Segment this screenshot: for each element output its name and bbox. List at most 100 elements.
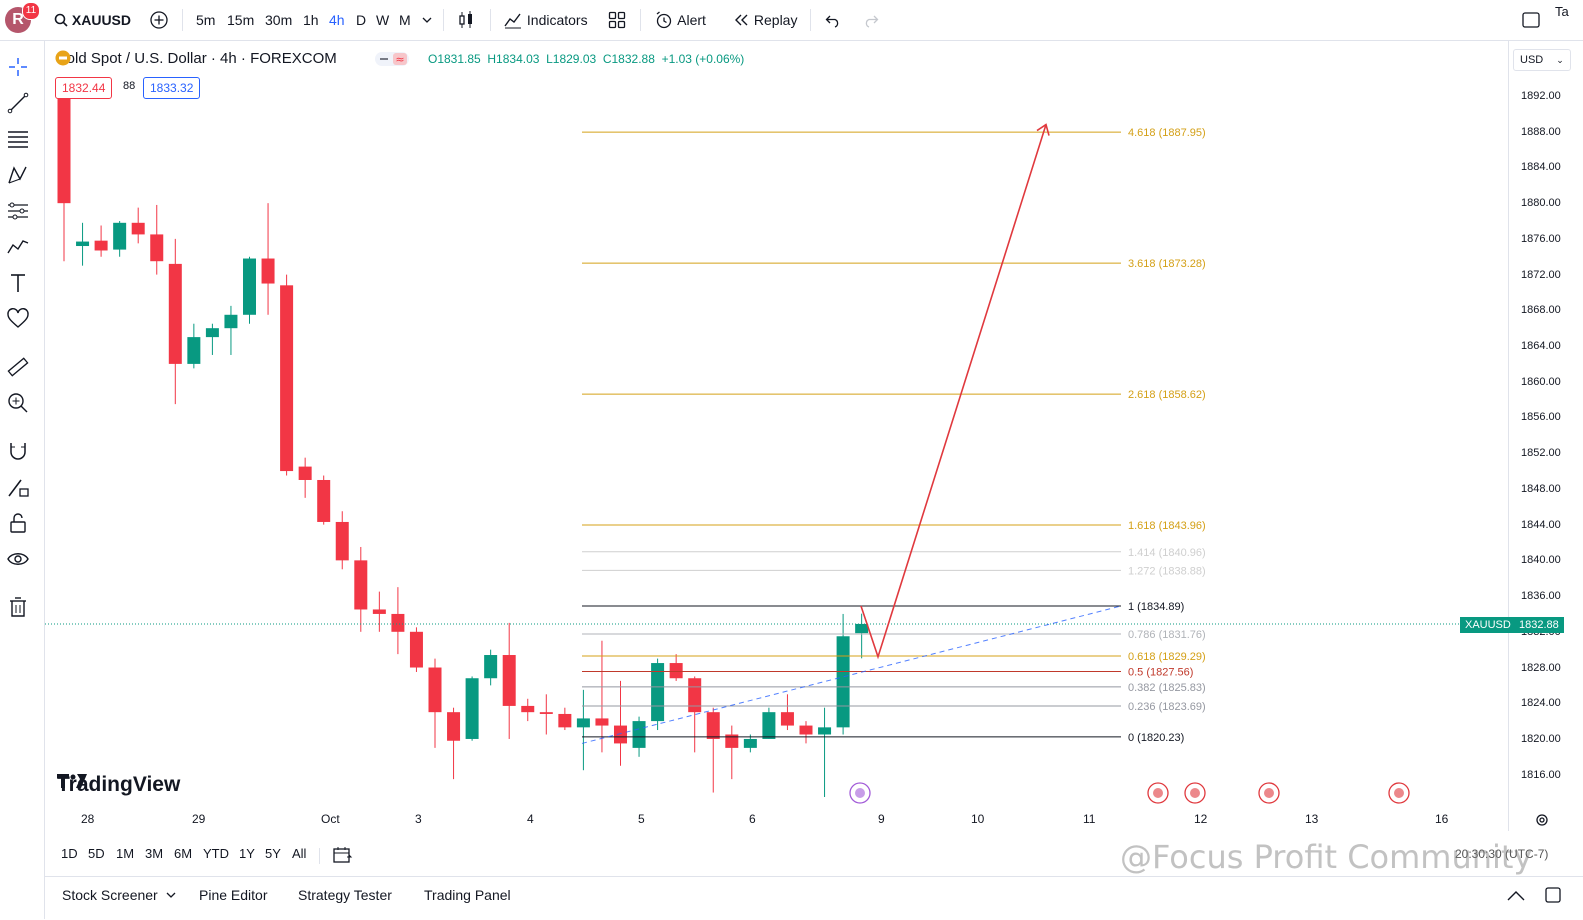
range-5Y[interactable]: 5Y [265, 846, 281, 861]
plus-circle-icon [150, 11, 168, 29]
redo-button[interactable] [863, 0, 879, 40]
tradingview-logo: TradingView [57, 773, 180, 797]
forecast-tool[interactable] [6, 199, 30, 223]
range-3M[interactable]: 3M [145, 846, 164, 861]
chart-canvas[interactable]: 4.618 (1887.95) 3.618 (1873.28) 2.618 (185… [45, 41, 1507, 831]
clock-time[interactable]: 20:30:30 (UTC-7) [1455, 847, 1549, 861]
indicators-button[interactable]: Indicators [503, 0, 588, 40]
interval-dropdown[interactable] [422, 0, 432, 40]
candle-body [187, 337, 201, 364]
range-1M[interactable]: 1M [116, 846, 135, 861]
pattern-tool[interactable] [6, 163, 30, 187]
tab-pine-editor[interactable]: Pine Editor [199, 887, 268, 903]
maximize-icon [1545, 887, 1561, 903]
candle-body [113, 222, 127, 250]
interval-15m[interactable]: 15m [227, 12, 255, 28]
wave-icon [7, 240, 29, 254]
crosshair-tool[interactable] [6, 55, 30, 79]
chart-pane[interactable]: 4.618 (1887.95) 3.618 (1873.28) 2.618 (185… [45, 41, 1507, 831]
candle-body [595, 718, 609, 726]
measure-tool[interactable] [6, 355, 30, 379]
price-tick: 1824.00 [1521, 697, 1561, 710]
interval-1h[interactable]: 1h [303, 12, 319, 28]
fib-level-label: 1 (1834.89) [1128, 601, 1184, 613]
candle-body [335, 521, 349, 561]
time-axis[interactable]: 28 29 Oct 3 4 5 6 9 10 11 12 13 16 [45, 808, 1507, 834]
range-1D[interactable]: 1D [61, 846, 78, 861]
logo-text: TradingView [57, 773, 181, 796]
interval-4h[interactable]: 4h [329, 12, 345, 28]
event-marker-dot [1264, 788, 1274, 798]
interval-W[interactable]: W [376, 12, 390, 28]
text-tool[interactable] [6, 271, 30, 295]
price-tick: 1844.00 [1521, 518, 1561, 531]
tab-stock-screener[interactable]: Stock Screener [62, 887, 176, 903]
price-tick: 1880.00 [1521, 197, 1561, 210]
candle-body [391, 613, 405, 632]
tab-trading-panel[interactable]: Trading Panel [424, 887, 511, 903]
interval-30m[interactable]: 30m [265, 12, 293, 28]
search-icon [54, 13, 68, 27]
undo-button[interactable] [825, 0, 841, 40]
goto-date-button[interactable] [333, 846, 353, 867]
right-cut-label[interactable]: Ta [1555, 4, 1569, 19]
pencil-lock-icon [8, 479, 29, 497]
draw-mode-tool[interactable] [6, 475, 30, 499]
symbol-search-button[interactable]: XAUUSD [54, 0, 131, 40]
candle-body [688, 678, 702, 713]
collapse-panel-button[interactable] [1507, 889, 1525, 905]
range-1Y[interactable]: 1Y [239, 846, 255, 861]
tab-strategy-tester[interactable]: Strategy Tester [298, 887, 392, 903]
lock-tool[interactable] [6, 511, 30, 535]
range-All[interactable]: All [292, 846, 307, 861]
fib-trend-line [581, 605, 1122, 744]
range-6M[interactable]: 6M [174, 846, 193, 861]
interval-5m[interactable]: 5m [196, 12, 216, 28]
candle-body [150, 234, 164, 262]
range-YTD[interactable]: YTD [203, 846, 229, 861]
interval-M[interactable]: M [399, 12, 411, 28]
candle-body [280, 285, 294, 472]
candle-body [131, 222, 145, 235]
brush-tool[interactable] [6, 235, 30, 259]
candle-body [706, 712, 720, 739]
avatar-letter: R [12, 11, 24, 28]
axis-settings-button[interactable] [1535, 813, 1549, 832]
trash-icon [10, 597, 26, 617]
square-icon [1522, 12, 1540, 28]
change-value: +1.03 (+0.06%) [661, 52, 745, 66]
time-tick: 10 [971, 812, 985, 826]
layouts-button[interactable] [608, 0, 626, 40]
hide-tool[interactable] [6, 547, 30, 571]
chart-type-button[interactable] [456, 0, 476, 40]
fullscreen-button[interactable] [1521, 0, 1541, 40]
candle-body [521, 705, 535, 713]
replay-button[interactable]: Replay [732, 0, 797, 40]
alert-button[interactable]: Alert [654, 0, 706, 40]
trendline-tool[interactable] [6, 91, 30, 115]
buy-price-button[interactable]: 1833.32 [143, 77, 201, 99]
currency-select[interactable]: USD ⌄ [1513, 49, 1571, 71]
dash-wave-icon: ≈ [380, 53, 407, 66]
range-5D[interactable]: 5D [88, 846, 105, 861]
symbol-legend[interactable]: Gold Spot / U.S. Dollar · 4h · FOREXCOM [55, 50, 337, 67]
candle-body [317, 479, 331, 522]
session-toggle[interactable]: ≈ [375, 52, 409, 66]
magnet-icon [10, 443, 26, 460]
delete-tool[interactable] [6, 595, 30, 619]
currency-label: USD [1520, 54, 1544, 66]
favorites-tool[interactable] [6, 307, 30, 331]
fib-tool[interactable] [6, 127, 30, 151]
candle-body [484, 655, 498, 679]
candle-body [855, 623, 869, 634]
maximize-panel-button[interactable] [1545, 887, 1561, 906]
interval-D[interactable]: D [356, 12, 367, 28]
sell-price-button[interactable]: 1832.44 [55, 77, 113, 99]
zoom-tool[interactable] [6, 391, 30, 415]
price-scale[interactable]: USD ⌄ 1892.00 1888.00 1884.00 1880.00 1876.0… [1508, 41, 1583, 831]
magnet-tool[interactable] [6, 439, 30, 463]
price-tick: 1820.00 [1521, 732, 1561, 745]
candle-body [168, 263, 182, 364]
compare-symbol-button[interactable] [149, 0, 169, 40]
alert-label: Alert [677, 12, 706, 28]
